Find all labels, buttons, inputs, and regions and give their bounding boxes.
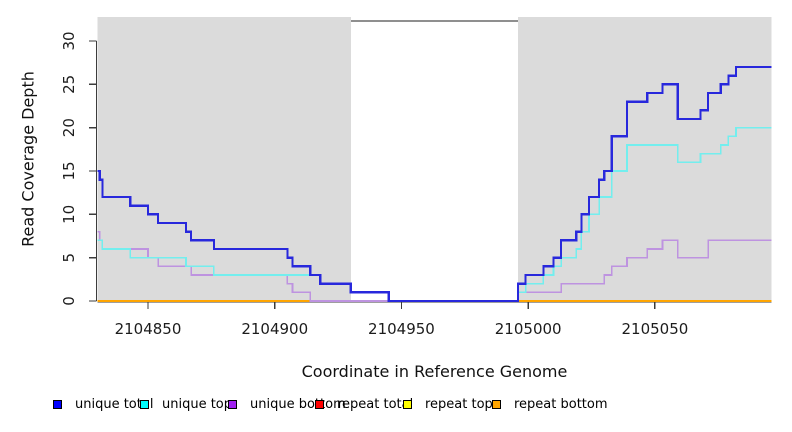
legend-swatch-repeat-bottom — [492, 400, 501, 409]
legend: unique total unique top unique bottom repea… — [0, 398, 792, 420]
y-tick-label: 0 — [60, 296, 78, 306]
y-tick-label: 25 — [60, 75, 78, 94]
legend-item-unique-total: unique total — [53, 398, 153, 411]
legend-label: repeat total — [337, 397, 414, 412]
x-tick-label: 2105050 — [622, 320, 689, 338]
y-tick-label: 15 — [60, 161, 78, 180]
x-axis-title: Coordinate in Reference Genome — [301, 362, 568, 381]
x-tick-label: 2104900 — [241, 320, 308, 338]
legend-item-unique-top: unique top — [140, 398, 232, 411]
legend-item-repeat-bottom: repeat bottom — [492, 398, 608, 411]
legend-swatch-unique-bottom — [228, 400, 237, 409]
y-tick-label: 5 — [60, 253, 78, 263]
legend-item-repeat-top: repeat top — [403, 398, 493, 411]
legend-label: unique top — [162, 397, 233, 412]
legend-swatch-repeat-total — [315, 400, 324, 409]
legend-swatch-unique-total — [53, 400, 62, 409]
legend-swatch-unique-top — [140, 400, 149, 409]
x-tick-label: 2105000 — [495, 320, 562, 338]
legend-item-repeat-total: repeat total — [315, 398, 413, 411]
y-tick-label: 30 — [60, 31, 78, 50]
x-tick-label: 2104850 — [115, 320, 182, 338]
legend-label: repeat top — [425, 397, 493, 412]
y-axis-title: Read Coverage Depth — [18, 71, 38, 247]
y-tick-label: 10 — [60, 205, 78, 224]
shaded-region-0 — [97, 17, 351, 301]
legend-label: unique total — [75, 397, 154, 412]
legend-swatch-repeat-top — [403, 400, 412, 409]
series-unique-total-line — [97, 65, 772, 303]
x-tick-label: 2104950 — [368, 320, 435, 338]
legend-label: repeat bottom — [514, 397, 608, 412]
series-unique-top-line — [97, 126, 772, 302]
y-tick-label: 20 — [60, 118, 78, 137]
